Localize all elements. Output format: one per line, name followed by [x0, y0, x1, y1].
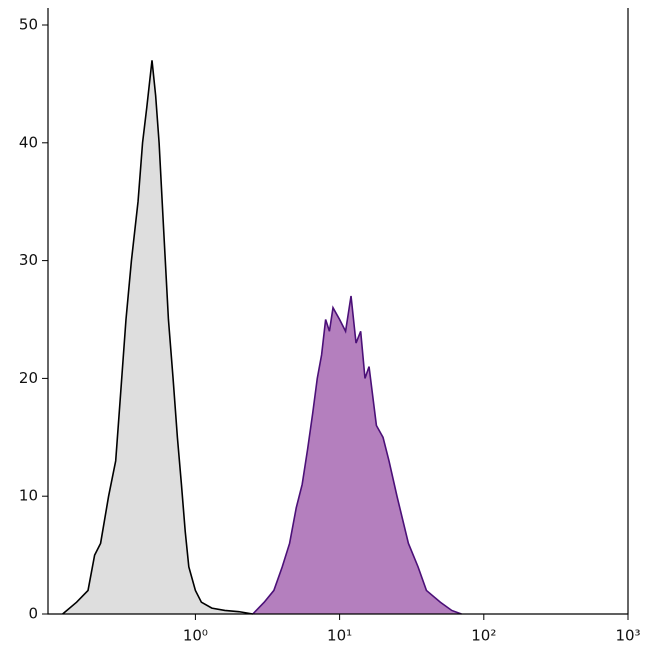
x-tick-label: 10¹: [327, 627, 352, 645]
histogram-line: [252, 295, 462, 615]
y-tick-label: 0: [28, 605, 38, 623]
x-tick-label: 10³: [615, 627, 640, 645]
x-tick-label: 10²: [471, 627, 496, 645]
y-tick-label: 50: [19, 16, 38, 34]
histogram-line: [62, 60, 253, 615]
y-tick-label: 30: [19, 251, 38, 269]
y-tick-label: 10: [19, 487, 38, 505]
area-fill: [62, 60, 253, 614]
y-tick-label: 20: [19, 369, 38, 387]
x-tick-label: 10⁰: [183, 627, 208, 645]
axis-frame: [47, 8, 629, 615]
area-fill: [252, 295, 462, 614]
y-tick-label: 40: [19, 133, 38, 151]
